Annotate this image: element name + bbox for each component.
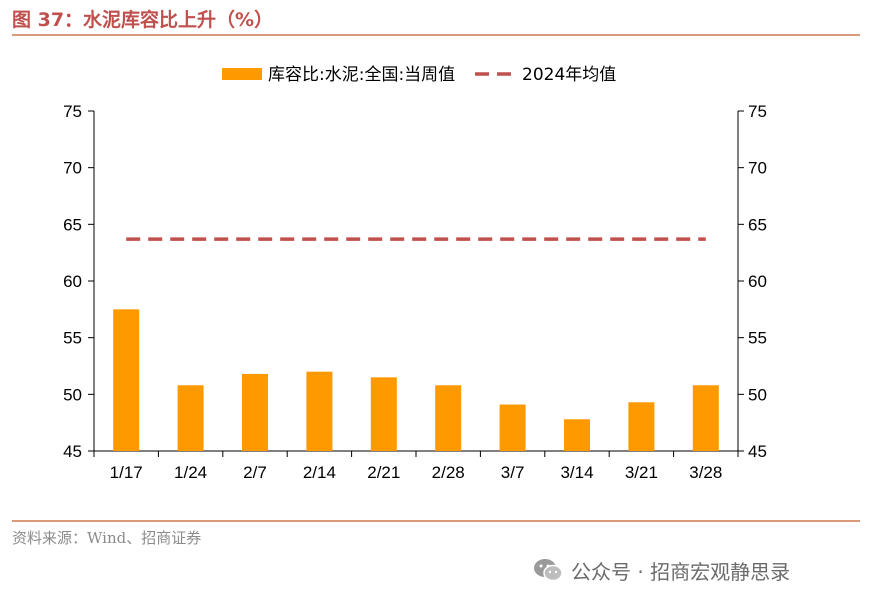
bar	[628, 402, 655, 451]
wechat-icon	[534, 559, 563, 582]
watermark-text: 公众号 · 招商宏观静思录	[571, 559, 791, 584]
y-tick-label-right: 45	[748, 442, 767, 461]
legend-swatch-bar	[222, 68, 262, 80]
bar	[564, 419, 590, 451]
bar	[370, 377, 397, 451]
footer-divider	[12, 520, 860, 522]
x-tick-label: 3/28	[689, 463, 722, 482]
chart: 库容比:水泥:全国:当周值 2024年均值 45 50 55 60 65 70 75 45 50 5…	[63, 65, 767, 482]
bar-series	[113, 309, 719, 451]
y-tick-label-right: 70	[748, 159, 767, 178]
x-axis-labels: 1/17 1/24 2/7 2/14 2/21 2/28 3/7 3/14 3/21 3/28	[110, 463, 723, 482]
bar	[177, 385, 204, 451]
y-tick-label-right: 50	[748, 385, 767, 404]
y-tick-label-right: 65	[748, 215, 767, 234]
bar	[113, 309, 140, 451]
y-tick-label-left: 70	[63, 159, 82, 178]
bar	[242, 373, 268, 451]
legend-label-line: 2024年均值	[522, 65, 616, 85]
x-tick-label: 2/21	[367, 463, 400, 482]
y-tick-label-left: 45	[63, 442, 82, 461]
bar	[499, 404, 526, 451]
x-tick-label: 2/28	[432, 463, 465, 482]
x-tick-label: 3/21	[625, 463, 658, 482]
title-divider	[12, 34, 860, 36]
x-tick-label: 3/14	[560, 463, 593, 482]
source-note: 资料来源：Wind、招商证券	[12, 529, 202, 547]
y-tick-label-left: 65	[63, 215, 82, 234]
bar	[435, 385, 462, 451]
axes: 45 50 55 60 65 70 75 45 50 55 60 65 70 75	[63, 102, 767, 461]
x-tick-label: 2/7	[243, 463, 267, 482]
y-tick-label-right: 60	[748, 272, 767, 291]
y-tick-label-right: 75	[748, 102, 767, 121]
x-tick-label: 2/14	[303, 463, 336, 482]
figure-title: 图 37：水泥库容比上升（%）	[12, 9, 274, 31]
legend-label-bar: 库容比:水泥:全国:当周值	[268, 65, 455, 85]
watermark: 公众号 · 招商宏观静思录	[533, 553, 790, 587]
y-tick-label-right: 55	[748, 329, 767, 348]
y-tick-label-left: 55	[63, 329, 82, 348]
legend: 库容比:水泥:全国:当周值 2024年均值	[222, 65, 616, 85]
x-tick-label: 1/24	[174, 463, 207, 482]
y-tick-label-left: 50	[63, 385, 82, 404]
y-tick-label-left: 60	[63, 272, 82, 291]
x-tick-label: 3/7	[501, 463, 525, 482]
bar	[692, 385, 719, 451]
bar	[306, 371, 333, 451]
x-tick-label: 1/17	[110, 463, 143, 482]
y-tick-label-left: 75	[63, 102, 82, 121]
